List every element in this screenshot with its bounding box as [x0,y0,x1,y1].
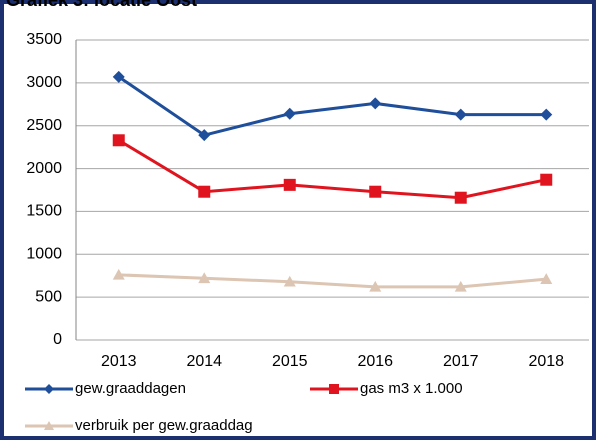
marker [454,108,467,121]
marker [369,280,382,292]
marker [369,97,382,110]
marker [540,108,553,121]
marker [283,107,296,120]
legend-label: gew.graaddagen [75,380,186,397]
marker [112,268,125,280]
x-tick-label: 2016 [357,353,393,370]
x-tick-label: 2014 [186,353,222,370]
y-tick-label: 1500 [26,203,62,220]
marker [112,134,125,147]
y-tick-label: 500 [35,288,62,305]
marker [540,273,553,284]
y-tick-label: 1000 [26,246,62,263]
marker [454,280,467,292]
legend-label: gas m3 x 1.000 [360,380,463,397]
y-tick-label: 0 [53,331,62,348]
marker [198,185,211,198]
x-tick-label: 2015 [272,353,308,370]
y-tick-label: 2000 [26,160,62,177]
y-tick-label: 2500 [26,117,62,134]
marker [540,173,553,186]
marker [198,272,211,284]
series-line [118,273,547,289]
chart-title: Grafiek 3: locatie Oost [6,0,197,10]
series-line [117,139,547,200]
marker [44,421,54,430]
y-tick-label: 3000 [26,74,62,91]
series-line [117,75,547,137]
marker [329,384,339,394]
marker [44,384,54,394]
marker [283,178,296,191]
x-tick-label: 2017 [443,353,479,370]
x-tick-label: 2013 [101,353,137,370]
marker [112,70,125,83]
marker [369,185,382,198]
y-tick-label: 3500 [26,31,62,48]
x-tick-label: 2018 [528,353,564,370]
marker [198,129,211,142]
legend-label: verbruik per gew.graaddag [75,417,253,434]
marker [283,275,296,287]
marker [454,191,467,204]
